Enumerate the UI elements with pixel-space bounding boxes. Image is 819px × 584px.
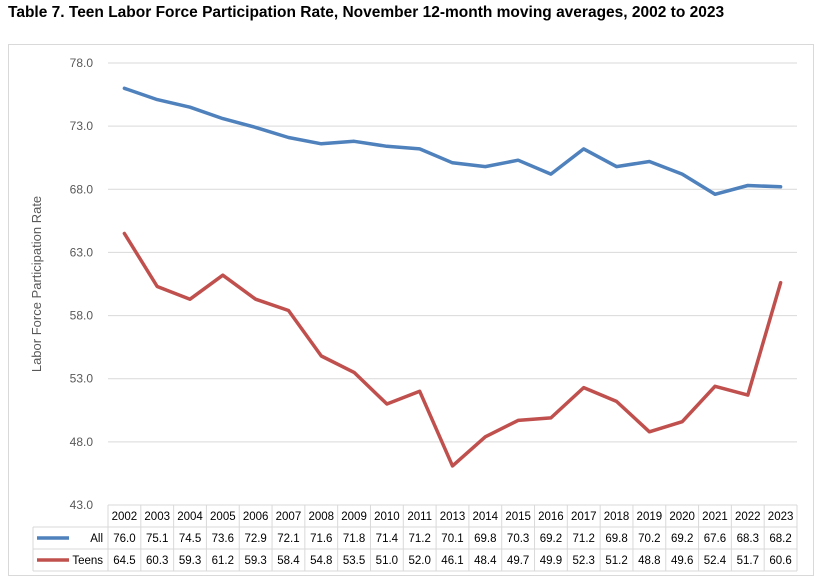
table-category-label: 2011 — [407, 511, 432, 523]
table-value-cell: 51.2 — [605, 555, 627, 567]
series-line-teens — [122, 231, 783, 468]
table-value-cell: 74.5 — [179, 533, 201, 545]
table-value-cell: 71.8 — [343, 533, 365, 545]
y-tick-label: 73.0 — [70, 119, 94, 133]
table-category-label: 2019 — [637, 511, 663, 523]
series-lines — [122, 86, 783, 468]
table-value-cell: 70.3 — [507, 533, 529, 545]
table-value-cell: 59.3 — [179, 555, 201, 567]
table-value-cell: 69.2 — [540, 533, 562, 545]
y-tick-label: 43.0 — [70, 498, 94, 512]
table-category-label: 2009 — [341, 511, 367, 523]
table-category-label: 2005 — [210, 511, 236, 523]
y-tick-label: 58.0 — [70, 309, 94, 323]
table-category-label: 2008 — [308, 511, 334, 523]
table-value-cell: 60.3 — [146, 555, 168, 567]
table-value-cell: 48.4 — [474, 555, 497, 567]
table-value-cell: 71.4 — [376, 533, 399, 545]
table-value-cell: 69.8 — [605, 533, 627, 545]
chart-title: Table 7. Teen Labor Force Participation … — [8, 4, 725, 21]
y-tick-label: 48.0 — [70, 435, 94, 449]
table-value-cell: 49.6 — [671, 555, 693, 567]
table-value-cell: 73.6 — [212, 533, 234, 545]
table-value-cell: 70.2 — [638, 533, 660, 545]
table-value-cell: 72.9 — [244, 533, 266, 545]
table-category-label: 2021 — [702, 511, 728, 523]
y-tick-label: 53.0 — [70, 372, 94, 386]
table-category-label: 2018 — [604, 511, 630, 523]
table-category-label: 2020 — [669, 511, 695, 523]
table-value-cell: 46.1 — [441, 555, 463, 567]
table-category-label: 2014 — [473, 511, 499, 523]
table-category-label: 2023 — [768, 511, 794, 523]
table-category-label: 2022 — [735, 511, 761, 523]
chart-frame — [8, 44, 814, 576]
table-value-cell: 64.5 — [113, 555, 135, 567]
table-value-cell: 51.7 — [737, 555, 759, 567]
table-category-label: 2003 — [144, 511, 170, 523]
table-value-cell: 67.6 — [704, 533, 726, 545]
y-tick-label: 63.0 — [70, 245, 94, 259]
table-value-cell: 69.8 — [474, 533, 496, 545]
table-value-cell: 53.5 — [343, 555, 365, 567]
table-category-label: 2013 — [440, 511, 466, 523]
table-value-cell: 70.1 — [441, 533, 463, 545]
table-value-cell: 72.1 — [277, 533, 299, 545]
y-axis-label: Labor Force Participation Rate — [29, 196, 44, 372]
table-value-cell: 54.8 — [310, 555, 332, 567]
table-category-label: 2016 — [538, 511, 564, 523]
legend-label: All — [90, 533, 103, 545]
y-tick-label: 68.0 — [70, 182, 94, 196]
table-value-cell: 48.8 — [638, 555, 660, 567]
data-table: 2002 2003 2004 2005 2006 2007 2008 2009 2010 2011… — [32, 504, 798, 572]
table-value-cell: 49.7 — [507, 555, 529, 567]
series-line-all — [122, 86, 783, 197]
table-value-cell: 76.0 — [113, 533, 135, 545]
table-value-cell: 71.2 — [573, 533, 595, 545]
table-category-label: 2006 — [243, 511, 269, 523]
table-value-cell: 49.9 — [540, 555, 562, 567]
table-value-cell: 71.6 — [310, 533, 332, 545]
table-value-cell: 51.0 — [376, 555, 398, 567]
table-value-cell: 52.4 — [704, 555, 727, 567]
table-value-cell: 60.6 — [769, 555, 791, 567]
table-category-label: 2017 — [571, 511, 597, 523]
table-category-label: 2004 — [177, 511, 203, 523]
table-category-label: 2015 — [505, 511, 531, 523]
table-value-cell: 59.3 — [244, 555, 266, 567]
y-axis-label-group: Labor Force Participation Rate — [29, 196, 44, 372]
table-category-label: 2010 — [374, 511, 400, 523]
table-value-cell: 61.2 — [212, 555, 234, 567]
y-tick-label: 78.0 — [70, 56, 94, 70]
table-value-cell: 71.2 — [408, 533, 430, 545]
table-value-cell: 58.4 — [277, 555, 300, 567]
table-value-cell: 52.3 — [573, 555, 595, 567]
table-value-cell: 52.0 — [408, 555, 430, 567]
table-category-label: 2002 — [112, 511, 138, 523]
table-value-cell: 68.2 — [769, 533, 791, 545]
table-value-cell: 69.2 — [671, 533, 693, 545]
y-tick-labels: 43.0 48.0 53.0 58.0 63.0 68.0 73.0 78.0 — [70, 56, 94, 512]
legend-label: Teens — [72, 555, 103, 567]
table-category-label: 2007 — [276, 511, 302, 523]
table-value-cell: 75.1 — [146, 533, 168, 545]
table-value-cell: 68.3 — [737, 533, 759, 545]
